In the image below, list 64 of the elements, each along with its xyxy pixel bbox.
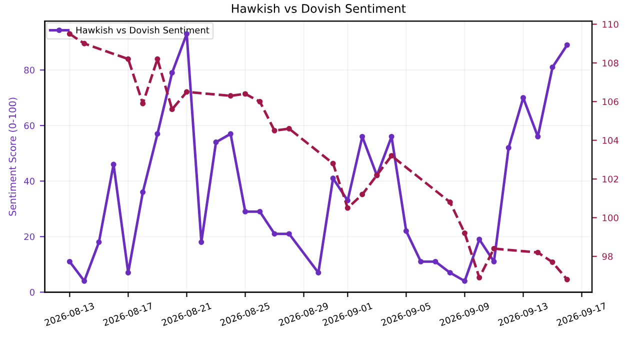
point (66, 31, 72, 37)
y-tick-label: 60 (24, 122, 34, 130)
point (82, 278, 88, 284)
point (462, 278, 468, 284)
point (564, 42, 570, 48)
point (286, 126, 292, 132)
point (257, 98, 263, 104)
point (110, 162, 116, 168)
point (154, 56, 160, 62)
point (242, 91, 248, 97)
point (125, 270, 131, 276)
point (140, 189, 146, 195)
point (476, 236, 482, 242)
y2-tick-label: 98 (602, 253, 613, 260)
point (213, 139, 219, 145)
legend-label: Hawkish vs Dovish Sentiment (76, 26, 210, 34)
point (550, 259, 556, 265)
point (330, 160, 336, 166)
point (491, 258, 497, 264)
y2-tick-label: 102 (602, 176, 618, 183)
y-axis-title: Sentiment Score (0-100) (8, 98, 18, 216)
point (272, 128, 278, 134)
point (360, 192, 366, 198)
point (550, 64, 556, 70)
point (82, 40, 88, 46)
point (403, 228, 409, 234)
y-tick-label: 40 (24, 178, 34, 185)
point (198, 239, 204, 245)
point (476, 274, 482, 280)
chart-title: Hawkish vs Dovish Sentiment (232, 4, 406, 13)
point (184, 89, 190, 95)
point (154, 131, 160, 137)
y2-tick-label: 104 (602, 137, 618, 144)
point (447, 199, 453, 205)
y-tick-label: 20 (24, 233, 34, 240)
point (388, 152, 394, 159)
point (432, 258, 438, 264)
point (286, 231, 292, 237)
point (272, 231, 278, 237)
point (491, 246, 497, 252)
point (418, 258, 424, 264)
y-tick-label: 80 (24, 66, 34, 74)
point (462, 230, 468, 236)
point (535, 250, 541, 256)
y2-tick-label: 100 (602, 214, 618, 222)
point (66, 258, 72, 264)
point (228, 93, 234, 99)
point (344, 205, 350, 211)
point (169, 70, 175, 76)
y2-tick-label: 110 (602, 20, 618, 28)
point (564, 276, 570, 282)
y-tick-label: 0 (30, 288, 34, 296)
point (169, 106, 175, 112)
point (257, 208, 263, 214)
point (96, 239, 102, 245)
point (242, 208, 248, 214)
point (388, 134, 394, 140)
y2-tick-label: 108 (602, 60, 618, 66)
y2-tick-label: 106 (602, 98, 618, 106)
point (447, 270, 453, 276)
point (228, 131, 234, 137)
point (360, 134, 366, 140)
point (506, 144, 512, 151)
point (125, 56, 131, 62)
